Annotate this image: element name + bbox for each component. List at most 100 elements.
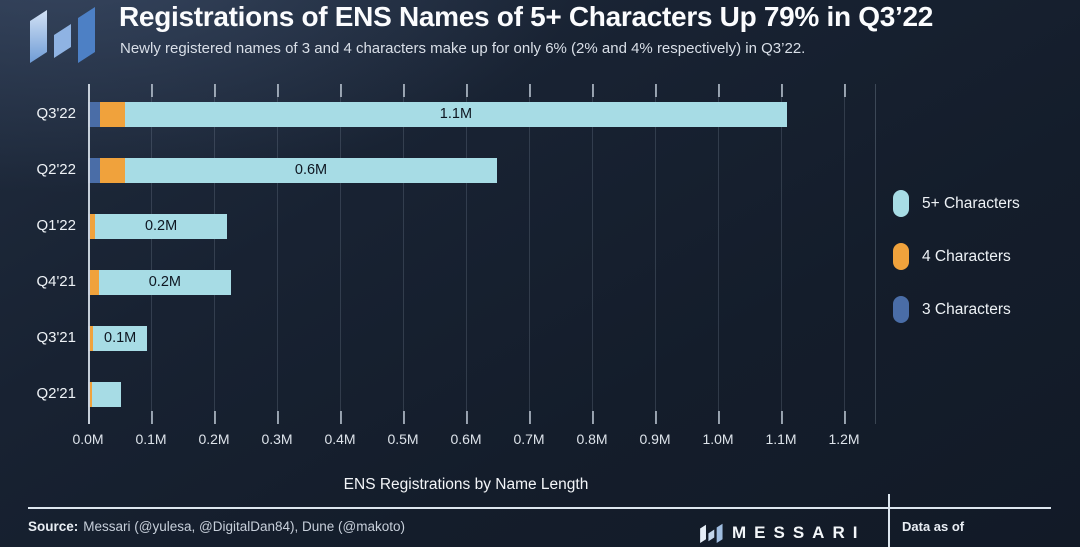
- legend-item-3-characters: 3 Characters: [893, 296, 1020, 323]
- tick-mark-top: [844, 84, 846, 97]
- x-tick-label: 0.0M: [72, 431, 104, 447]
- x-tick-label: 0.1M: [135, 431, 167, 447]
- tick-mark-bottom: [718, 411, 720, 424]
- gridline: [655, 84, 656, 424]
- x-axis-title: ENS Registrations by Name Length: [343, 476, 589, 493]
- bar-row: 1.1M: [88, 101, 787, 127]
- gridline: [403, 84, 404, 424]
- bar-segment-5plus-characters: [91, 381, 121, 407]
- page-subtitle: Newly registered names of 3 and 4 charac…: [120, 40, 806, 57]
- x-tick-label: 0.2M: [198, 431, 230, 447]
- x-tick-label: 0.9M: [639, 431, 671, 447]
- tick-mark-top: [529, 84, 531, 97]
- x-tick-label: 1.2M: [828, 431, 860, 447]
- x-tick-label: 0.8M: [576, 431, 608, 447]
- data-as-of-label: Data as of: [902, 519, 965, 534]
- x-tick-label: 1.0M: [702, 431, 734, 447]
- x-tick-label: 1.1M: [765, 431, 797, 447]
- category-label: Q2'22: [36, 161, 76, 178]
- bar-segment-5plus-characters: [125, 157, 497, 183]
- bar-segment-5plus-characters: [125, 101, 787, 127]
- footer-vertical-divider: [888, 494, 890, 547]
- bar-value-label: 0.6M: [294, 162, 328, 178]
- tick-mark-bottom: [592, 411, 594, 424]
- tick-mark-top: [151, 84, 153, 97]
- bar-segment-5plus-characters: [93, 325, 148, 351]
- bar-segment-4-characters: [89, 213, 95, 239]
- legend-item-5plus-characters: 5+ Characters: [893, 190, 1020, 217]
- chart-legend: 5+ Characters 4 Characters 3 Characters: [893, 190, 1020, 323]
- gridline: [340, 84, 341, 424]
- tick-mark-bottom: [403, 411, 405, 424]
- category-label: Q3'22: [36, 105, 76, 122]
- gridline: [529, 84, 530, 424]
- gridline: [466, 84, 467, 424]
- gridline: [718, 84, 719, 424]
- bar-value-label: 0.1M: [104, 330, 137, 346]
- tick-mark-top: [340, 84, 342, 97]
- category-label: Q4'21: [36, 273, 76, 290]
- category-label: Q1'22: [36, 217, 76, 234]
- bar-segment-5plus-characters: [94, 213, 228, 239]
- category-label: Q3'21: [36, 329, 76, 346]
- bar-segment-4-characters: [89, 325, 94, 351]
- legend-swatch-5plus-characters: [893, 190, 909, 217]
- gridline: [214, 84, 215, 424]
- gridline: [277, 84, 278, 424]
- tick-mark-bottom: [844, 411, 846, 424]
- bar-segment-4-characters: [89, 269, 99, 295]
- tick-mark-top: [655, 84, 657, 97]
- tick-mark-bottom: [781, 411, 783, 424]
- tick-mark-bottom: [466, 411, 468, 424]
- bar-row: 0.2M: [88, 269, 231, 295]
- plot-right-boundary: [875, 84, 876, 424]
- gridline: [151, 84, 152, 424]
- bar-segment-3-characters: [88, 101, 100, 127]
- x-tick-label: 0.6M: [450, 431, 482, 447]
- x-tick-label: 0.4M: [324, 431, 356, 447]
- messari-logo-icon: [30, 7, 95, 63]
- bar-segment-4-characters: [99, 157, 126, 183]
- bar-segment-4-characters: [89, 381, 92, 407]
- legend-swatch-3-characters: [893, 296, 909, 323]
- bar-chart-plot-area: 1.1M 0.6M 0.2M 0.2M 0.1M: [88, 84, 880, 424]
- bar-value-label: 0.2M: [148, 274, 181, 290]
- tick-mark-bottom: [214, 411, 216, 424]
- footer-divider-line: [28, 507, 1051, 509]
- y-axis-line: [88, 84, 90, 424]
- page-title: Registrations of ENS Names of 5+ Charact…: [119, 1, 934, 32]
- bar-value-label: 1.1M: [439, 106, 473, 122]
- legend-label: 5+ Characters: [922, 194, 1020, 212]
- messari-wordmark-text: MESSARI: [732, 523, 866, 542]
- gridline: [844, 84, 845, 424]
- tick-mark-top: [277, 84, 279, 97]
- bar-value-label: 0.2M: [144, 218, 178, 234]
- x-tick-label: 0.5M: [387, 431, 419, 447]
- tick-mark-top: [466, 84, 468, 97]
- category-label: Q2'21: [36, 385, 76, 402]
- x-tick-label: 0.7M: [513, 431, 545, 447]
- tick-mark-top: [592, 84, 594, 97]
- tick-mark-bottom: [151, 411, 153, 424]
- gridline: [592, 84, 593, 424]
- tick-mark-bottom: [277, 411, 279, 424]
- bar-row: [88, 381, 121, 407]
- bar-row: 0.1M: [88, 325, 148, 351]
- legend-swatch-4-characters: [893, 243, 909, 270]
- bar-row: 0.6M: [88, 157, 497, 183]
- tick-mark-top: [403, 84, 405, 97]
- messari-wordmark: MESSARI: [700, 523, 865, 543]
- bar-row: 0.2M: [88, 213, 228, 239]
- tick-mark-bottom: [655, 411, 657, 424]
- tick-mark-bottom: [529, 411, 531, 424]
- tick-mark-top: [214, 84, 216, 97]
- source-text: Messari (@yulesa, @DigitalDan84), Dune (…: [83, 519, 405, 534]
- messari-glyph-icon: [700, 523, 723, 543]
- tick-mark-top: [718, 84, 720, 97]
- bar-segment-5plus-characters: [98, 269, 231, 295]
- legend-label: 3 Characters: [922, 300, 1011, 318]
- bar-segment-3-characters: [88, 157, 100, 183]
- source-attribution: Source: Messari (@yulesa, @DigitalDan84),…: [28, 519, 405, 534]
- gridline: [781, 84, 782, 424]
